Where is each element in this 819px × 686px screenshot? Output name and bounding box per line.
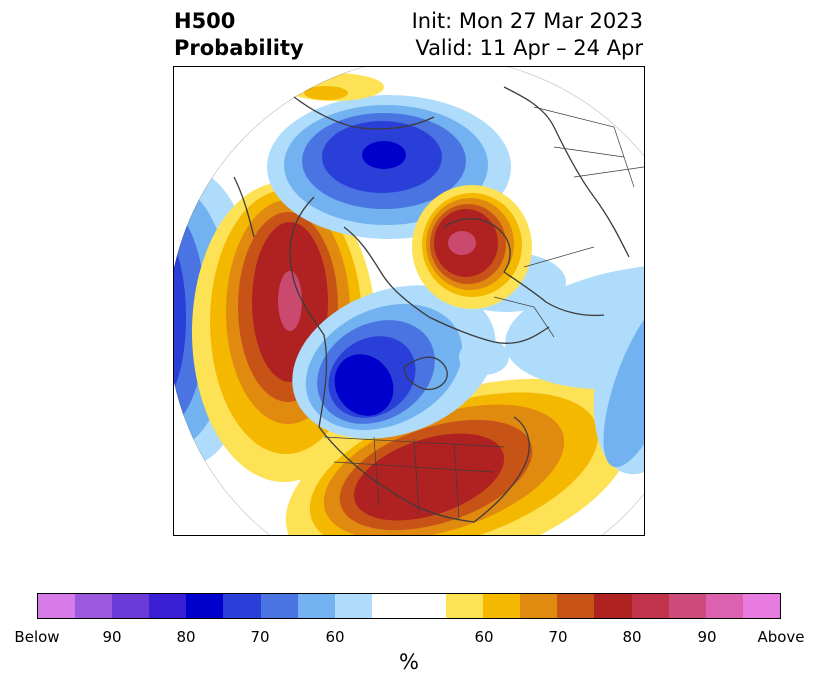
- colorbar-segment: [297, 594, 335, 618]
- colorbar-tick-label: 60: [325, 628, 345, 646]
- colorbar-tick-label: Above: [757, 628, 805, 646]
- borders: [323, 106, 644, 520]
- colorbar-segment: [742, 594, 780, 618]
- colorbar-segment: [557, 594, 595, 618]
- colorbar-tick-label: 80: [622, 628, 642, 646]
- colorbar-segment: [446, 594, 484, 618]
- colorbar-segment: [38, 594, 76, 618]
- colorbar-segment: [186, 594, 224, 618]
- anomaly-scandinavia-above: [412, 185, 532, 309]
- valid-range: Valid: 11 Apr – 24 Apr: [415, 36, 643, 60]
- colorbar-segment: [149, 594, 187, 618]
- colorbar-segment: [631, 594, 669, 618]
- colorbar-segment: [520, 594, 558, 618]
- colorbar-segment: [594, 594, 632, 618]
- colorbar-tick-label: 90: [102, 628, 122, 646]
- colorbar-segment: [408, 594, 447, 618]
- colorbar-tick-label: 70: [250, 628, 270, 646]
- colorbar-segment: [260, 594, 298, 618]
- colorbar-unit-label: %: [399, 650, 419, 674]
- colorbar-segment: [75, 594, 113, 618]
- colorbar-segment: [371, 594, 409, 618]
- colorbar-tick-label: 70: [548, 628, 568, 646]
- colorbar-segment: [668, 594, 706, 618]
- colorbar-tick-label: 80: [176, 628, 196, 646]
- colorbar-segment: [223, 594, 261, 618]
- colorbar-segment: [705, 594, 743, 618]
- variable-title: H500: [174, 9, 236, 33]
- anomaly-hudson-below: [292, 285, 496, 439]
- colorbar-segment: [112, 594, 150, 618]
- colorbar-tick-label: 90: [697, 628, 717, 646]
- coastlines: [233, 86, 630, 523]
- probability-map: [174, 67, 644, 535]
- colorbar: [37, 593, 781, 619]
- colorbar-tick-label: Below: [14, 628, 60, 646]
- colorbar-tick-label: 60: [474, 628, 494, 646]
- init-date: Init: Mon 27 Mar 2023: [411, 9, 643, 33]
- product-title: Probability: [174, 36, 304, 60]
- colorbar-segment: [334, 594, 372, 618]
- title-right: Init: Mon 27 Mar 2023 Valid: 11 Apr – 24…: [412, 8, 643, 62]
- title-left: H500 Probability: [174, 8, 304, 62]
- map-panel: [173, 66, 645, 536]
- colorbar-segment: [483, 594, 521, 618]
